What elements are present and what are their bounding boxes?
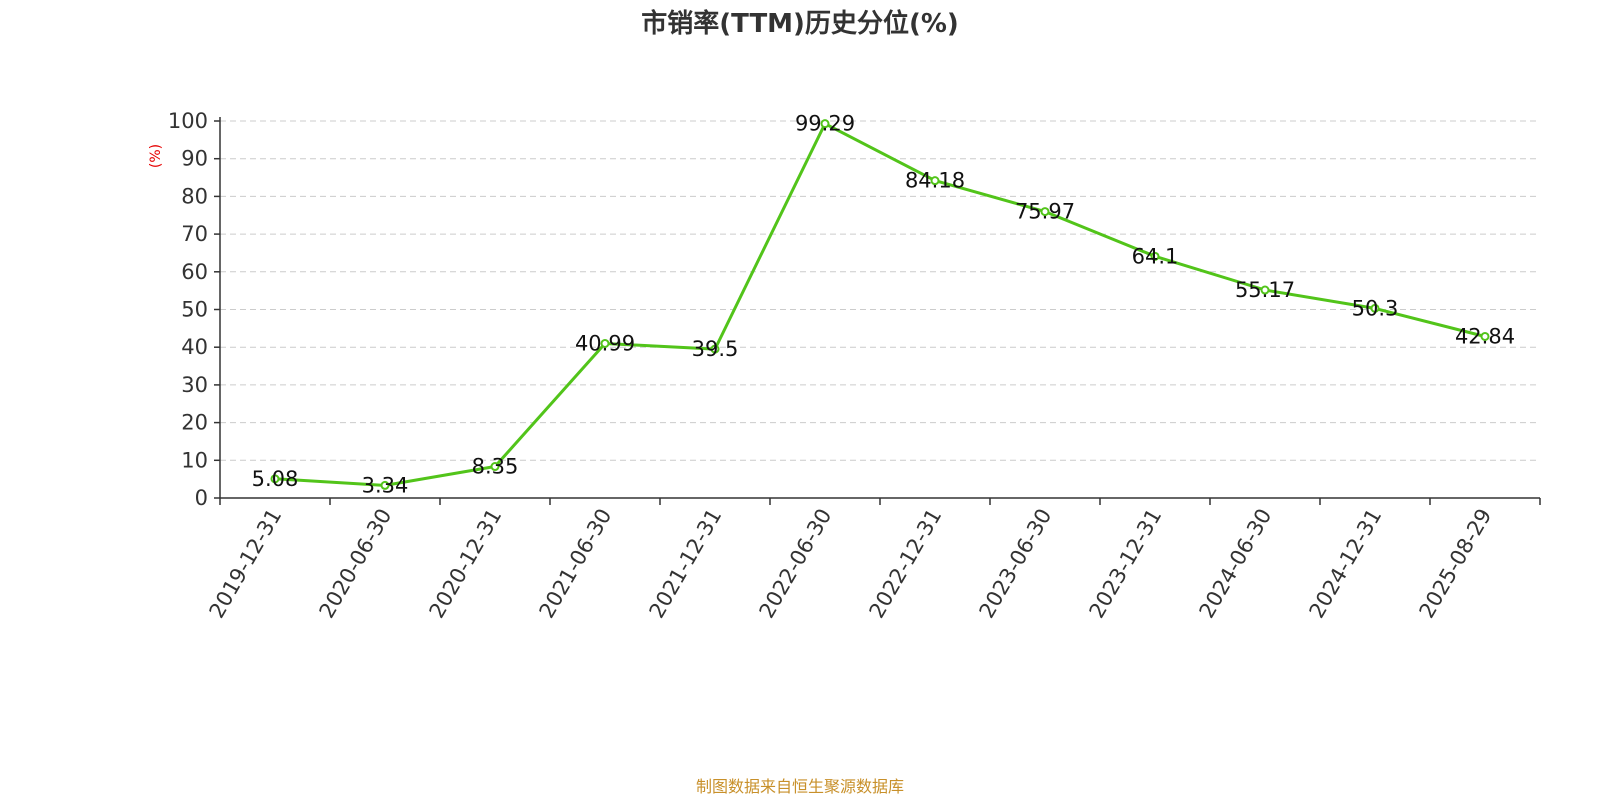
x-axis-ticks: 2019-12-31 2020-06-30 2020-12-31 2021-06-30…: [205, 498, 1541, 623]
x-tick-label: 2021-12-31: [645, 505, 727, 623]
series-line: [274, 122, 1486, 487]
grid-lines: [220, 120, 1540, 461]
axes: [219, 117, 1540, 499]
data-point: [1480, 331, 1490, 341]
y-axis-ticks: 0 10 20 30 40 50 60 70 80 90 100: [168, 109, 220, 510]
x-tick-label: 2022-12-31: [865, 505, 947, 623]
y-tick-label: 70: [181, 222, 208, 246]
y-tick-label: 10: [181, 448, 208, 472]
source-note: 制图数据来自恒生聚源数据库: [696, 777, 904, 796]
x-tick-label: 2020-12-31: [425, 505, 507, 623]
chart-title: 市销率(TTM)历史分位(%): [641, 8, 959, 39]
y-tick-label: 40: [181, 335, 208, 359]
data-label: 84.18: [905, 169, 965, 193]
data-point: [1040, 207, 1050, 217]
y-tick-label: 100: [168, 109, 208, 133]
y-axis-label: (%): [148, 144, 164, 168]
y-tick-label: 30: [181, 373, 208, 397]
data-label: 8.35: [472, 455, 519, 479]
data-point: [270, 474, 280, 484]
data-label: 40.99: [575, 331, 635, 355]
data-label: 39.5: [692, 337, 739, 361]
data-point: [600, 338, 610, 348]
x-tick-label: 2023-12-31: [1085, 505, 1167, 623]
x-tick-label: 2024-12-31: [1305, 505, 1387, 623]
data-label: 42.84: [1455, 324, 1515, 348]
data-point: [820, 119, 830, 129]
x-tick-label: 2020-06-30: [315, 505, 397, 623]
x-tick-label: 2024-06-30: [1195, 505, 1277, 623]
data-point: [1370, 303, 1380, 313]
x-tick-label: 2022-06-30: [755, 505, 837, 623]
y-tick-label: 80: [181, 184, 208, 208]
y-tick-label: 20: [181, 411, 208, 435]
data-point: [710, 344, 720, 354]
data-label: 75.97: [1015, 200, 1075, 224]
y-tick-label: 60: [181, 260, 208, 284]
data-label: 50.3: [1352, 296, 1399, 320]
y-tick-label: 90: [181, 147, 208, 171]
y-tick-label: 0: [195, 486, 208, 510]
data-label: 64.1: [1132, 244, 1179, 268]
data-point: [930, 176, 940, 186]
data-point: [1260, 285, 1270, 295]
x-tick-label: 2023-06-30: [975, 505, 1057, 623]
data-label: 5.08: [252, 467, 299, 491]
data-label: 99.29: [795, 112, 855, 136]
data-labels: 5.08 3.34 8.35 40.99 39.5 99.29 84.18 75.97 64.1…: [252, 112, 1515, 498]
data-label: 55.17: [1235, 278, 1295, 302]
data-label: 3.34: [362, 473, 409, 497]
x-tick-label: 2021-06-30: [535, 505, 617, 623]
data-point: [380, 480, 390, 490]
data-point: [490, 462, 500, 472]
x-tick-label: 2019-12-31: [205, 505, 287, 623]
data-point: [1150, 251, 1160, 261]
x-tick-label: 2025-08-29: [1415, 505, 1497, 623]
y-tick-label: 50: [181, 298, 208, 322]
data-points: [270, 119, 1490, 490]
